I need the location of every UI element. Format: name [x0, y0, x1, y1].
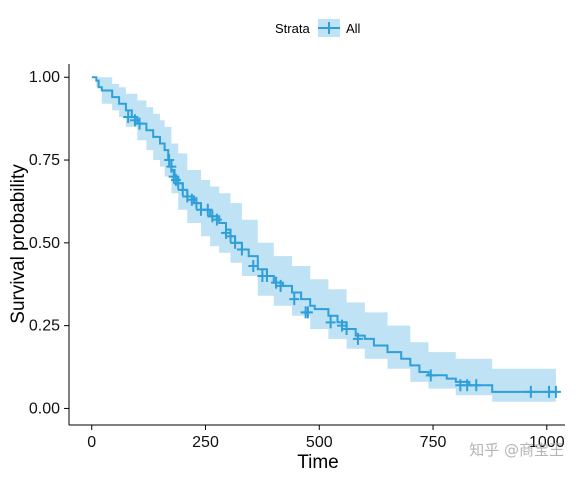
legend: Strata All [275, 19, 361, 37]
censor-mark [302, 306, 313, 319]
y-tick-label: 1.00 [29, 69, 60, 86]
x-axis-title: Time [297, 452, 339, 473]
y-ticks: 0.00 0.25 0.50 0.75 1.00 [29, 69, 69, 417]
censor-mark [230, 236, 241, 249]
censor-mark [211, 213, 222, 226]
censor-mark [164, 154, 175, 167]
y-tick-label: 0.00 [29, 400, 60, 417]
confidence-band [91, 77, 556, 402]
x-tick-label: 750 [420, 434, 447, 451]
censor-marks-layer [123, 110, 561, 398]
censor-mark [177, 183, 188, 196]
x-tick-label: 1000 [529, 434, 565, 451]
axes: 0 250 500 750 1000 0.00 0.25 0.50 0.75 1.00 [29, 64, 565, 451]
censor-mark [462, 379, 473, 392]
censor-mark [525, 385, 536, 398]
confidence-band-layer [91, 77, 556, 402]
censor-mark [248, 260, 259, 273]
censor-mark [325, 316, 336, 329]
censor-mark [275, 279, 286, 292]
censor-mark [191, 197, 202, 210]
y-tick-label: 0.25 [29, 318, 60, 335]
plot-area [91, 76, 561, 402]
legend-entry-all: All [346, 21, 361, 36]
censor-mark [134, 117, 145, 130]
censor-mark [550, 385, 561, 398]
x-tick-label: 250 [192, 434, 219, 451]
y-tick-label: 0.75 [29, 152, 60, 169]
censor-mark [173, 177, 184, 190]
censor-mark [202, 203, 213, 216]
censor-mark [471, 379, 482, 392]
x-ticks: 0 250 500 750 1000 [87, 425, 565, 451]
censor-mark [341, 322, 352, 335]
censor-mark [225, 230, 236, 243]
x-tick-label: 0 [87, 434, 96, 451]
censor-mark [425, 369, 436, 382]
y-tick-label: 0.50 [29, 235, 60, 252]
censor-mark [352, 332, 363, 345]
censor-mark [289, 293, 300, 306]
watermark: 知乎 @商宝王 [469, 441, 564, 459]
legend-title: Strata [275, 21, 310, 36]
censor-mark [261, 269, 272, 282]
censor-mark [166, 160, 177, 173]
y-axis-title: Survival probability [8, 164, 29, 324]
censor-mark [123, 110, 134, 123]
censor-mark [236, 243, 247, 256]
x-tick-label: 500 [306, 434, 333, 451]
